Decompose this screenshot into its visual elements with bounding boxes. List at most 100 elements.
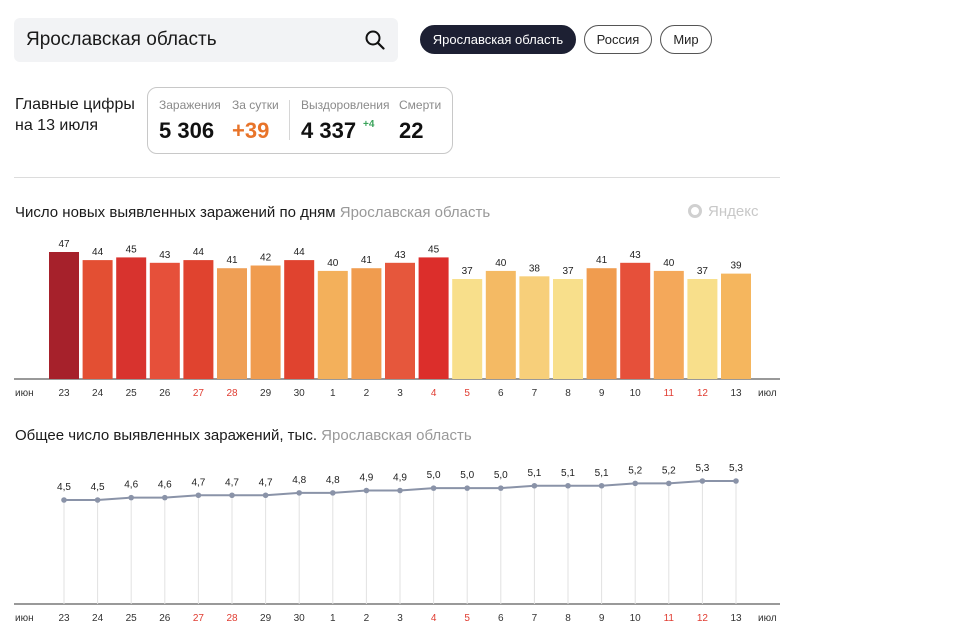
line-value-label: 5,2 xyxy=(662,465,676,476)
bar-chart-tick-label: 5 xyxy=(464,388,470,399)
recovered-delta: +4 xyxy=(363,119,375,130)
bar-value-label: 40 xyxy=(663,258,675,269)
line-point[interactable] xyxy=(430,485,437,491)
line-chart-tick-label: 13 xyxy=(730,613,742,624)
bar-chart-tick-label: 27 xyxy=(193,388,205,399)
per-day-value: +39 xyxy=(232,118,270,143)
daily-chart-title-text: Число новых выявленных заражений по дням xyxy=(15,204,336,221)
line-point[interactable] xyxy=(565,482,571,489)
line-point[interactable] xyxy=(531,482,538,489)
bar[interactable] xyxy=(653,270,684,379)
bar[interactable] xyxy=(586,268,617,379)
bar-value-label: 39 xyxy=(730,261,742,272)
bar-chart-tick-label: 10 xyxy=(630,388,642,399)
bar[interactable] xyxy=(519,276,550,379)
line-point[interactable] xyxy=(464,485,471,491)
bar[interactable] xyxy=(250,265,281,379)
line-value-label: 4,7 xyxy=(191,477,205,488)
deaths-label: Смерти xyxy=(399,98,442,112)
bar[interactable] xyxy=(687,279,718,379)
bar-chart-tick-label: 12 xyxy=(697,388,709,399)
line-point[interactable] xyxy=(666,480,672,487)
line-point[interactable] xyxy=(94,497,101,503)
bar[interactable] xyxy=(553,279,583,379)
bar[interactable] xyxy=(418,257,449,379)
bar-chart-axis-end-label: июл xyxy=(758,388,777,399)
line-chart-tick-label: 7 xyxy=(532,613,538,624)
line-value-label: 4,7 xyxy=(259,477,273,488)
tab-russia[interactable]: Россия xyxy=(584,25,652,54)
bar-chart-tick-label: 24 xyxy=(92,388,104,399)
line-point[interactable] xyxy=(330,490,336,496)
line-value-label: 4,6 xyxy=(124,480,138,491)
line-value-label: 5,2 xyxy=(628,465,642,476)
line-chart-tick-label: 6 xyxy=(498,613,504,624)
bar[interactable] xyxy=(721,273,751,379)
line-chart-tick-label: 11 xyxy=(664,613,675,624)
key-figures-title-line1: Главные цифры xyxy=(15,96,135,113)
line-point[interactable] xyxy=(598,482,605,489)
line-point[interactable] xyxy=(128,494,134,501)
bar[interactable] xyxy=(452,279,483,379)
line-value-label: 5,3 xyxy=(695,463,709,474)
bar-chart-tick-label: 26 xyxy=(159,388,171,399)
bar-value-label: 37 xyxy=(462,266,474,277)
bar[interactable] xyxy=(82,260,113,379)
search-input[interactable]: Ярославская область xyxy=(26,29,217,50)
line-point[interactable] xyxy=(195,492,202,499)
bar-value-label: 41 xyxy=(596,255,608,266)
bar[interactable] xyxy=(49,252,79,379)
line-value-label: 4,8 xyxy=(292,475,306,486)
line-point[interactable] xyxy=(262,492,269,499)
bar[interactable] xyxy=(351,268,382,379)
bar[interactable] xyxy=(620,262,651,379)
bar[interactable] xyxy=(317,270,348,379)
line-point[interactable] xyxy=(61,497,67,503)
line-point[interactable] xyxy=(229,492,235,499)
bar-value-label: 37 xyxy=(562,266,574,277)
line-point[interactable] xyxy=(397,487,403,494)
stats-card: Заражения 5 306 За сутки +39 Выздоровлен… xyxy=(147,87,453,154)
bar-chart-tick-label: 3 xyxy=(397,388,403,399)
bar[interactable] xyxy=(116,257,147,379)
infections-value: 5 306 xyxy=(159,118,215,143)
bar-chart-tick-label: 4 xyxy=(431,388,437,399)
bar-value-label: 43 xyxy=(394,250,406,261)
bar-value-label: 47 xyxy=(58,239,70,250)
line-point[interactable] xyxy=(733,478,739,484)
search-bar[interactable]: Ярославская область xyxy=(14,18,398,62)
bar[interactable] xyxy=(149,262,180,379)
key-figures-title: Главные цифры на 13 июля xyxy=(15,94,135,136)
bar-value-label: 37 xyxy=(697,266,709,277)
line-value-label: 5,0 xyxy=(494,470,508,481)
line-point[interactable] xyxy=(296,490,303,496)
search-icon[interactable] xyxy=(364,29,386,51)
yandex-watermark: Яндекс xyxy=(688,203,758,220)
line-value-label: 5,1 xyxy=(561,468,575,479)
line-point[interactable] xyxy=(699,478,706,484)
line-chart-tick-label: 8 xyxy=(565,613,571,624)
line-value-label: 4,7 xyxy=(225,477,239,488)
bar-chart-tick-label: 29 xyxy=(260,388,272,399)
bar-value-label: 44 xyxy=(294,247,306,258)
bar[interactable] xyxy=(485,270,516,379)
bar[interactable] xyxy=(217,268,247,379)
line-point[interactable] xyxy=(498,485,504,491)
line-chart-tick-label: 2 xyxy=(364,613,370,624)
bar-chart-tick-label: 11 xyxy=(664,388,675,399)
bar[interactable] xyxy=(284,260,315,379)
line-point[interactable] xyxy=(363,487,370,494)
bar[interactable] xyxy=(385,262,415,379)
bar-value-label: 45 xyxy=(126,244,138,255)
line-value-label: 5,0 xyxy=(460,470,474,481)
line-chart-tick-label: 29 xyxy=(260,613,272,624)
bar[interactable] xyxy=(183,260,214,379)
tab-world[interactable]: Мир xyxy=(660,25,712,54)
tab-yaroslavl-region[interactable]: Ярославская область xyxy=(420,25,576,54)
bar-chart-tick-label: 30 xyxy=(294,388,306,399)
line-point[interactable] xyxy=(162,494,168,501)
bar-chart-tick-label: 13 xyxy=(730,388,742,399)
line-value-label: 4,8 xyxy=(326,475,340,486)
line-point[interactable] xyxy=(632,480,638,487)
